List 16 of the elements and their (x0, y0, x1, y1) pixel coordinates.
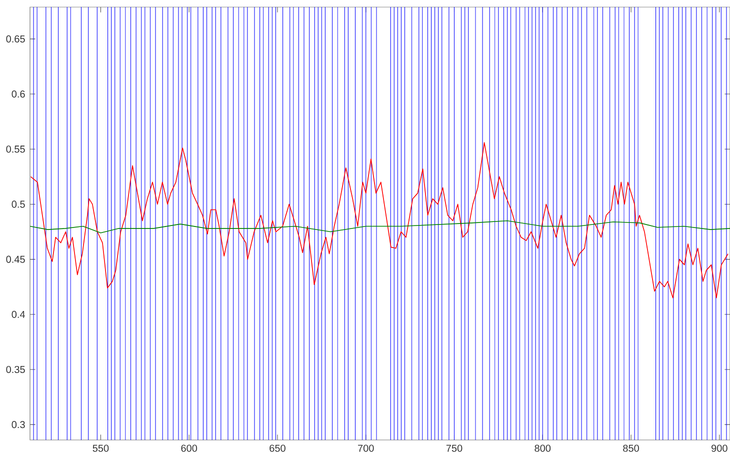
y-tick-label: 0.55 (6, 146, 25, 153)
y-tick-label: 0.4 (12, 310, 25, 318)
y-tick-label: 0.6 (12, 90, 25, 98)
y-tick-label: 0.5 (12, 200, 25, 208)
x-tick-label: 850 (623, 444, 639, 452)
x-tick-label: 750 (446, 444, 462, 452)
y-tick-label: 0.45 (6, 256, 25, 263)
x-tick-label: 800 (534, 444, 551, 452)
y-tick-label: 0.35 (6, 366, 25, 374)
x-tick-label: 600 (181, 444, 198, 452)
x-tick-label: 900 (712, 444, 728, 452)
x-tick-label: 550 (92, 444, 109, 452)
y-tick-label: 0.3 (12, 421, 25, 428)
x-tick-label: 700 (358, 444, 374, 452)
x-tick-label: 650 (270, 444, 286, 452)
y-tick-label: 0.65 (6, 35, 25, 42)
